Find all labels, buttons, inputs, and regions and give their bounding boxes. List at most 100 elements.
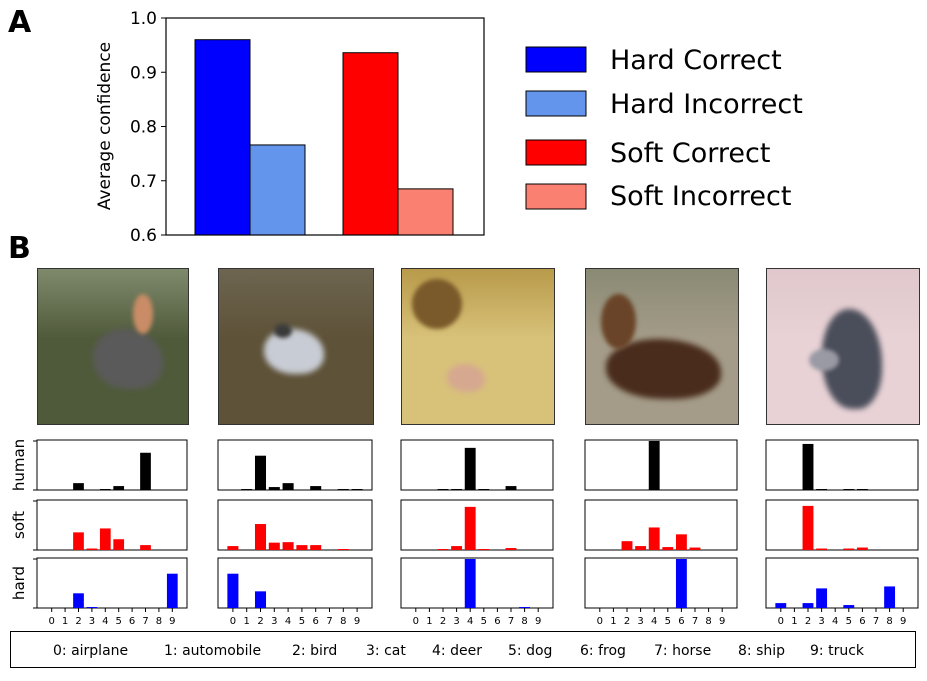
distribution-xtick-label: 7	[692, 616, 698, 627]
distribution-bar	[351, 489, 363, 491]
distribution-xtick-label: 4	[102, 616, 108, 627]
image-subject	[447, 364, 485, 392]
distribution-xtick-label: 9	[169, 616, 175, 627]
distribution-bar	[621, 541, 633, 550]
legend-swatch-hard-incorrect	[525, 90, 587, 117]
distribution-axes-frame	[400, 557, 554, 609]
class-legend-item: 1: automobile	[164, 643, 262, 659]
panel-label-a: A	[8, 5, 32, 40]
cifar-image-3	[401, 268, 555, 425]
distribution-bar	[113, 486, 125, 490]
distribution-bar	[451, 489, 463, 491]
distribution-bar	[478, 489, 490, 491]
distribution-bar	[227, 573, 239, 608]
distribution-xtick-label: 3	[271, 616, 277, 627]
confidence-bar	[194, 39, 251, 236]
distribution-xtick-label: 1	[791, 616, 797, 627]
legend-swatch-soft-correct	[525, 139, 587, 166]
distribution-xtick-label: 3	[89, 616, 95, 627]
distribution-xtick-label: 1	[426, 616, 432, 627]
distribution-bar	[519, 607, 531, 609]
distribution-axes-frame	[217, 439, 373, 491]
distribution-bar	[296, 545, 308, 550]
image-subject-detail	[133, 294, 153, 334]
distribution-xtick-label: 5	[481, 616, 487, 627]
class-legend: 0: airplane 1: automobile 2: bird 3: cat…	[10, 631, 916, 668]
distribution-xtick-label: 2	[257, 616, 263, 627]
distribution-bar	[675, 559, 687, 608]
distribution-xtick-label: 6	[313, 616, 319, 627]
legend-label-hard-incorrect: Hard Incorrect	[610, 89, 803, 120]
confidence-ytick-label: 0.7	[130, 172, 157, 192]
class-legend-item: 2: bird	[292, 643, 338, 659]
distribution-axes-frame	[584, 557, 738, 609]
distribution-bar	[73, 532, 84, 550]
legend-swatch-soft-incorrect	[525, 183, 587, 210]
distribution-bar	[635, 546, 647, 550]
distribution-xtick-label: 1	[244, 616, 250, 627]
distribution-xtick-label: 9	[354, 616, 360, 627]
distribution-bar	[268, 487, 280, 490]
distribution-bar	[816, 548, 828, 550]
distribution-bar	[86, 548, 98, 550]
distribution-bar	[99, 489, 111, 491]
distribution-xtick-label: 8	[156, 616, 162, 627]
class-legend-item: 5: dog	[508, 643, 553, 659]
cifar-image-5	[766, 268, 920, 425]
class-legend-item: 3: cat	[366, 643, 406, 659]
distribution-bar	[464, 506, 476, 550]
distribution-bar	[73, 483, 84, 490]
distribution-bar	[505, 548, 517, 550]
distribution-xtick-label: 9	[900, 616, 906, 627]
distribution-xtick-label: 8	[521, 616, 527, 627]
confidence-ylabel: Average confidence	[95, 42, 115, 210]
cifar-image-1	[37, 268, 189, 425]
class-legend-item: 6: frog	[580, 643, 626, 659]
distribution-axes-frame	[765, 439, 919, 491]
distribution-xtick-label: 3	[818, 616, 824, 627]
distribution-axes-frame	[400, 499, 554, 551]
distribution-bar	[86, 607, 98, 609]
distribution-axes-frame	[36, 499, 188, 551]
confidence-bar	[342, 52, 399, 236]
distribution-xtick-label: 1	[62, 616, 68, 627]
distribution-xtick-label: 8	[340, 616, 346, 627]
distribution-xtick-label: 7	[873, 616, 879, 627]
distribution-xtick-label: 0	[778, 616, 784, 627]
distribution-xtick-label: 2	[75, 616, 81, 627]
distribution-bar	[437, 489, 449, 491]
distribution-bar	[310, 545, 322, 550]
distribution-bar	[254, 455, 267, 490]
legend-label-soft-correct: Soft Correct	[610, 138, 770, 169]
distribution-bar	[802, 443, 814, 490]
distribution-bar	[648, 527, 660, 550]
class-legend-item: 9: truck	[810, 643, 864, 659]
distribution-bar	[451, 546, 463, 550]
class-legend-item: 0: airplane	[53, 643, 129, 659]
distribution-bar	[113, 539, 125, 550]
distribution-bar	[802, 505, 814, 550]
distribution-bar	[310, 486, 322, 490]
confidence-bar-chart: 0.6 0.7 0.8 0.9 1.0	[130, 9, 485, 246]
distribution-xtick-label: 7	[142, 616, 148, 627]
distribution-bar	[816, 588, 828, 608]
distribution-bar	[437, 549, 449, 551]
distribution-xtick-label: 6	[678, 616, 684, 627]
distribution-bar	[464, 559, 476, 608]
distribution-xtick-label: 5	[299, 616, 305, 627]
distribution-bar	[843, 489, 855, 491]
confidence-legend: Hard Correct Hard Incorrect Soft Correct…	[525, 45, 803, 212]
distribution-axes-frame	[765, 499, 919, 551]
distribution-xtick-label: 8	[705, 616, 711, 627]
class-legend-item: 8: ship	[738, 643, 786, 659]
cifar-image-4	[585, 268, 739, 425]
distribution-bar	[73, 593, 84, 608]
distribution-bar	[816, 489, 828, 491]
distribution-xtick-label: 6	[129, 616, 135, 627]
distribution-xtick-label: 2	[624, 616, 630, 627]
distribution-bar	[282, 542, 294, 550]
image-subject-detail	[809, 349, 839, 371]
distribution-axes-frame	[36, 439, 188, 491]
